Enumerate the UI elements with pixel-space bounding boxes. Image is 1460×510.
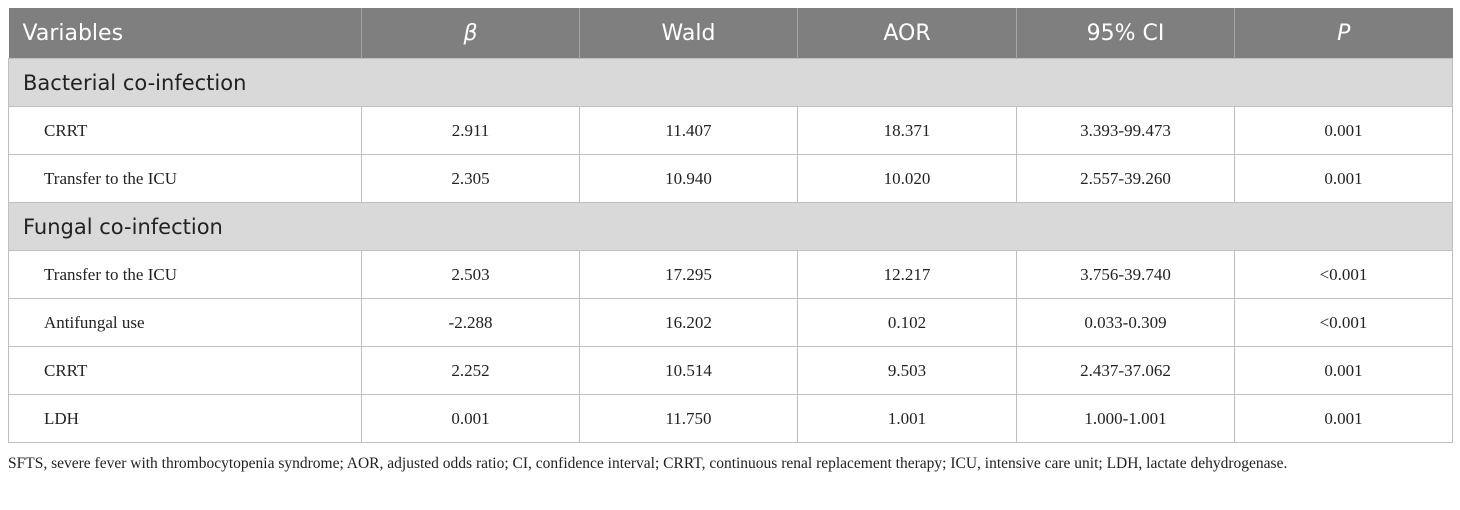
data-row: Transfer to the ICU 2.503 17.295 12.217 3.75… — [8, 250, 1453, 299]
table-body: Bacterial co-infection CRRT 2.911 11.407 18.… — [8, 58, 1453, 443]
value-cell: 1.000-1.001 — [1016, 394, 1235, 443]
value-cell: 10.514 — [579, 346, 798, 395]
value-cell: 0.102 — [797, 298, 1017, 347]
header-cell: 95% CI — [1016, 8, 1235, 59]
value-cell: 11.407 — [579, 106, 798, 155]
value-cell: 0.001 — [1234, 154, 1453, 203]
header-cell: Wald — [579, 8, 798, 59]
data-row: CRRT 2.252 10.514 9.503 2.437-37.062 0.001 — [8, 346, 1453, 395]
value-cell: 3.756-39.740 — [1016, 250, 1235, 299]
value-cell: 0.033-0.309 — [1016, 298, 1235, 347]
header-row: Variables β Wald AOR 95% CI P — [8, 8, 1453, 59]
variable-cell: Transfer to the ICU — [8, 154, 362, 203]
section-title: Bacterial co-infection — [8, 58, 1453, 107]
section-row: Fungal co-infection — [8, 202, 1453, 251]
value-cell: 10.020 — [797, 154, 1017, 203]
header-cell: β — [361, 8, 580, 59]
value-cell: 2.305 — [361, 154, 580, 203]
variable-cell: Transfer to the ICU — [8, 250, 362, 299]
data-row: Transfer to the ICU 2.305 10.940 10.020 2.55… — [8, 154, 1453, 203]
value-cell: 16.202 — [579, 298, 798, 347]
value-cell: 11.750 — [579, 394, 798, 443]
value-cell: 17.295 — [579, 250, 798, 299]
variable-cell: CRRT — [8, 346, 362, 395]
value-cell: -2.288 — [361, 298, 580, 347]
variable-cell: CRRT — [8, 106, 362, 155]
footnote: SFTS, severe fever with thrombocytopenia… — [8, 455, 1288, 472]
value-cell: 2.503 — [361, 250, 580, 299]
header-cell: P — [1234, 8, 1453, 59]
value-cell: 10.940 — [579, 154, 798, 203]
value-cell: 9.503 — [797, 346, 1017, 395]
value-cell: <0.001 — [1234, 298, 1453, 347]
value-cell: 1.001 — [797, 394, 1017, 443]
value-cell: 18.371 — [797, 106, 1017, 155]
value-cell: 2.557-39.260 — [1016, 154, 1235, 203]
value-cell: 12.217 — [797, 250, 1017, 299]
header-cell: Variables — [8, 8, 362, 59]
results-table: Variables β Wald AOR 95% CI P Bacterial co-in… — [8, 8, 1453, 443]
section-title: Fungal co-infection — [8, 202, 1453, 251]
value-cell: 0.001 — [1234, 394, 1453, 443]
data-row: CRRT 2.911 11.407 18.371 3.393-99.473 0.001 — [8, 106, 1453, 155]
value-cell: <0.001 — [1234, 250, 1453, 299]
value-cell: 3.393-99.473 — [1016, 106, 1235, 155]
variable-cell: LDH — [8, 394, 362, 443]
value-cell: 0.001 — [1234, 346, 1453, 395]
section-row: Bacterial co-infection — [8, 58, 1453, 107]
value-cell: 2.911 — [361, 106, 580, 155]
value-cell: 0.001 — [361, 394, 580, 443]
value-cell: 2.252 — [361, 346, 580, 395]
header-cell: AOR — [797, 8, 1017, 59]
data-row: LDH 0.001 11.750 1.001 1.000-1.001 0.001 — [8, 394, 1453, 443]
value-cell: 0.001 — [1234, 106, 1453, 155]
variable-cell: Antifungal use — [8, 298, 362, 347]
table-wrap: Variables β Wald AOR 95% CI P Bacterial co-in… — [8, 8, 1453, 475]
data-row: Antifungal use -2.288 16.202 0.102 0.033-0.3… — [8, 298, 1453, 347]
value-cell: 2.437-37.062 — [1016, 346, 1235, 395]
